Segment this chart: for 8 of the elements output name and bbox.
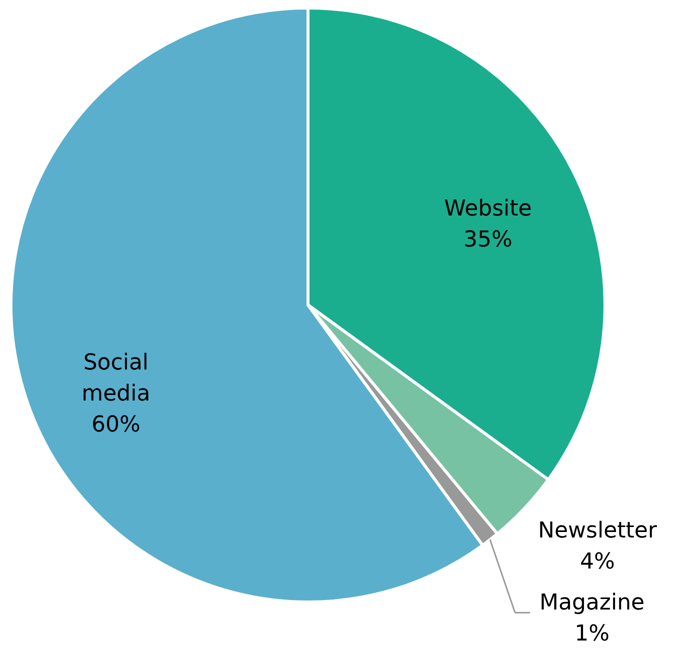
data-label: 4% bbox=[580, 549, 615, 574]
slice-label: Social media bbox=[82, 350, 150, 406]
legend-label: Magazine bbox=[540, 590, 645, 616]
data-label: 1% bbox=[574, 622, 610, 647]
data-label: 35% bbox=[463, 227, 512, 252]
slice-label: Website bbox=[444, 196, 532, 222]
slice-label: Newsletter bbox=[538, 518, 658, 544]
data-label: 60% bbox=[91, 412, 140, 438]
